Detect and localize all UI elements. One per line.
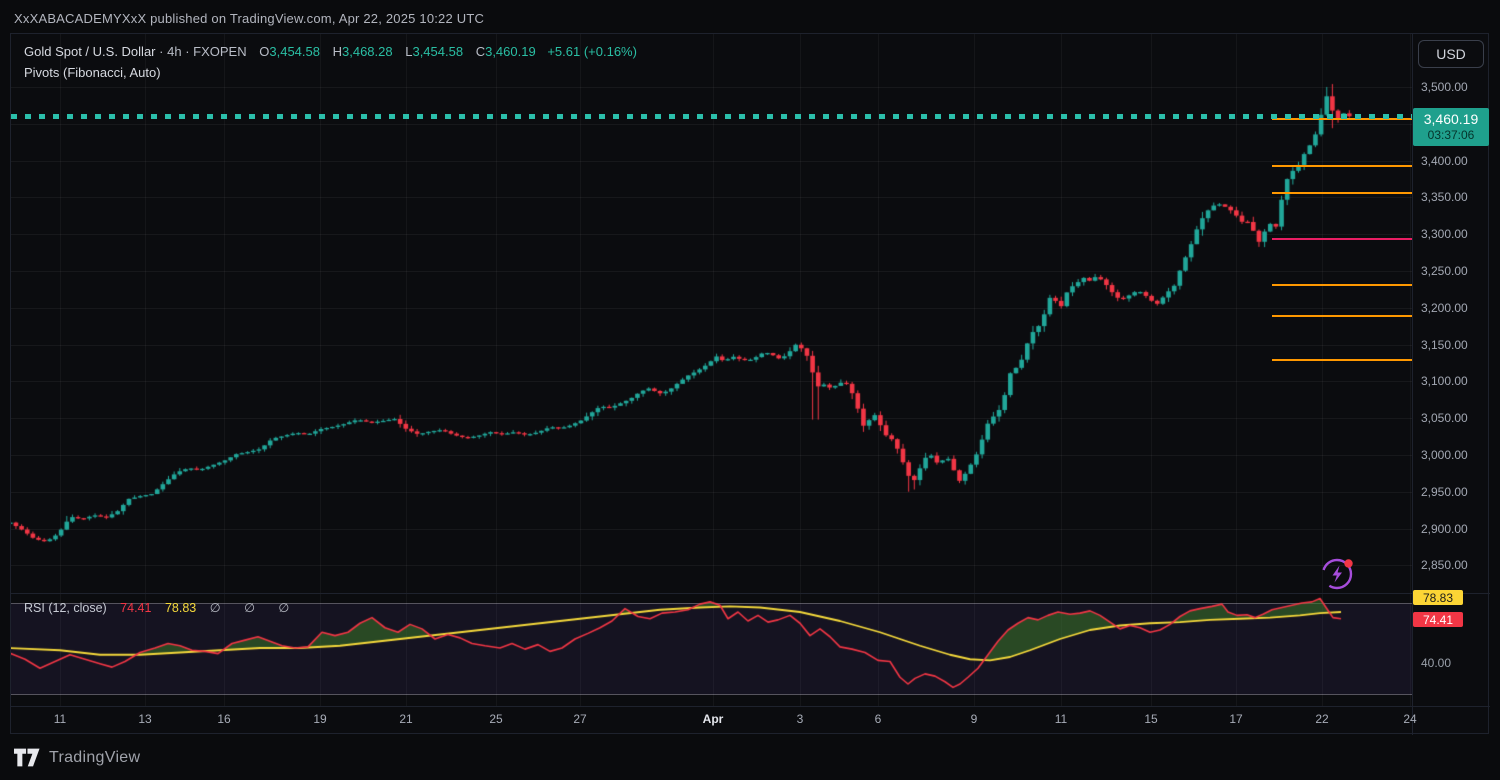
high-value: 3,468.28	[342, 44, 393, 59]
currency-button[interactable]: USD	[1418, 40, 1484, 68]
rsi-legend-row[interactable]: RSI (12, close) 74.41 78.83 ∅ ∅ ∅	[24, 600, 299, 615]
attribution-text: XxXABACADEMYXxX published on TradingView…	[14, 11, 485, 26]
price-scale-label: 3,200.00	[1421, 301, 1468, 315]
price-axis-separator	[1412, 33, 1413, 735]
change-value: +5.61 (+0.16%)	[547, 44, 637, 59]
alert-circle	[1321, 558, 1353, 590]
time-scale-label: 17	[1229, 712, 1243, 726]
symbol-legend-row[interactable]: Gold Spot / U.S. Dollar · 4h · FXOPEN O3…	[24, 44, 637, 59]
high-label: H	[332, 44, 342, 59]
price-scale-label: 2,950.00	[1421, 485, 1468, 499]
low-value: 3,454.58	[412, 44, 464, 59]
time-axis-separator	[10, 706, 1490, 707]
time-scale-label: 22	[1315, 712, 1329, 726]
fib-pivot-line	[1272, 314, 1412, 317]
price-scale-label: 3,150.00	[1421, 338, 1468, 352]
open-label: O	[259, 44, 270, 59]
rsi-params: (12, close)	[48, 601, 107, 615]
rsi-ma-badge: 78.83	[1413, 590, 1463, 605]
time-scale-label: 27	[573, 712, 587, 726]
low-label: L	[405, 44, 413, 59]
fib-pivot-line	[1272, 359, 1412, 361]
rsi-value: 74.41	[120, 601, 152, 615]
price-scale-label: 2,850.00	[1421, 558, 1468, 572]
exchange-label[interactable]: FXOPEN	[193, 44, 247, 59]
time-scale-label: 9	[970, 712, 978, 726]
rsi-scale-40-label: 40.00	[1421, 656, 1452, 670]
rsi-chart-canvas[interactable]	[11, 594, 1412, 706]
tradingview-wordmark: TradingView	[49, 748, 141, 766]
time-scale-label: 24	[1403, 712, 1417, 726]
rsi-name[interactable]: RSI	[24, 601, 45, 615]
lightning-bolt-icon	[1332, 565, 1342, 583]
price-scale-label: 3,500.00	[1421, 80, 1468, 94]
time-scale-label: 6	[874, 712, 882, 726]
price-scale-label: 2,900.00	[1421, 522, 1468, 536]
fib-pivot-line	[1272, 192, 1412, 194]
time-scale-label: 16	[217, 712, 231, 726]
pane-separator[interactable]	[10, 593, 1490, 594]
open-value: 3,454.58	[269, 44, 320, 59]
alert-notification-dot	[1344, 559, 1353, 568]
time-scale-label: 15	[1144, 712, 1158, 726]
tradingview-mark-icon	[14, 748, 40, 767]
time-scale-label: 11	[53, 712, 67, 726]
bar-countdown: 03:37:06	[1427, 128, 1475, 143]
price-scale-label: 3,000.00	[1421, 448, 1468, 462]
current-price-line[interactable]	[11, 113, 1412, 119]
tradingview-logo[interactable]: TradingView	[14, 748, 140, 767]
time-scale-label: 21	[399, 712, 413, 726]
price-scale-label: 3,350.00	[1421, 190, 1468, 204]
fib-pivot-line	[1272, 238, 1412, 241]
time-scale-label: 11	[1054, 712, 1068, 726]
candlestick-chart-canvas[interactable]	[11, 34, 1412, 592]
price-scale-label: 3,300.00	[1421, 227, 1468, 241]
fib-pivot-line	[1272, 118, 1412, 121]
price-scale-label: 3,100.00	[1421, 374, 1468, 388]
rsi-ma-value: 78.83	[164, 601, 197, 615]
rsi-null-values: ∅ ∅ ∅	[209, 601, 300, 615]
indicator-legend-row[interactable]: Pivots (Fibonacci, Auto)	[24, 65, 161, 80]
time-scale-label: 3	[796, 712, 804, 726]
fib-pivot-line	[1272, 283, 1412, 286]
fib-pivot-line	[1272, 164, 1412, 167]
time-scale-label: 13	[138, 712, 152, 726]
symbol-title[interactable]: Gold Spot / U.S. Dollar	[24, 44, 156, 59]
time-scale-label: 25	[489, 712, 503, 726]
time-scale-label: 19	[313, 712, 327, 726]
interval-label[interactable]: 4h	[167, 44, 182, 59]
close-value: 3,460.19	[485, 44, 536, 59]
last-price-badge: 3,460.19 03:37:06	[1413, 108, 1489, 146]
time-scale-label: Apr	[702, 712, 724, 726]
price-alert-icon[interactable]	[1319, 555, 1357, 593]
rsi-value-badge: 74.41	[1413, 612, 1463, 627]
price-scale-label: 3,250.00	[1421, 264, 1468, 278]
price-scale-label: 3,050.00	[1421, 411, 1468, 425]
last-price-value: 3,460.19	[1423, 110, 1479, 127]
price-scale-label: 3,400.00	[1421, 154, 1468, 168]
close-label: C	[475, 44, 486, 59]
